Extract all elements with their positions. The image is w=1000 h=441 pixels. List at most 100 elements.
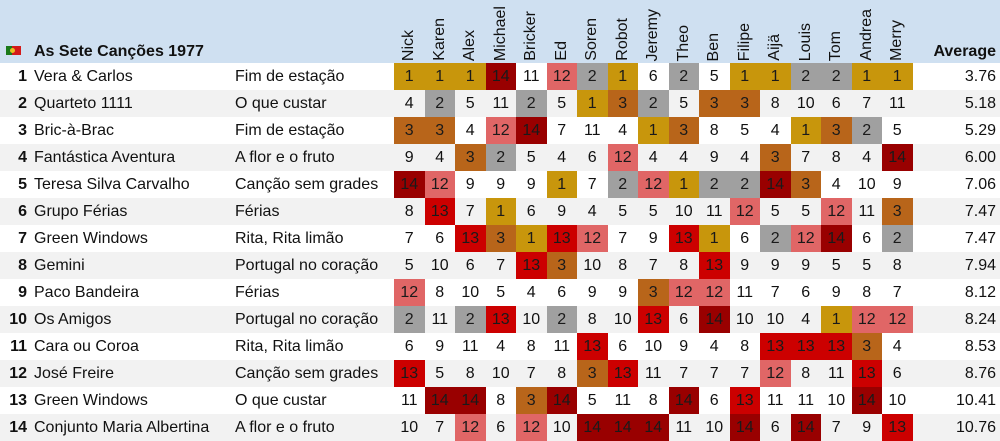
score-cell: 9 bbox=[892, 176, 902, 193]
average-score: 3.76 bbox=[964, 68, 996, 85]
average-score: 10.76 bbox=[955, 419, 996, 436]
score-cell: 13 bbox=[729, 387, 760, 414]
score-cell: 5 bbox=[404, 257, 414, 274]
score-cell: 1 bbox=[607, 63, 638, 90]
artist-name: Conjunto Maria Albertina bbox=[34, 419, 210, 436]
score-cell: 9 bbox=[618, 284, 628, 301]
score-cell: 6 bbox=[801, 284, 811, 301]
score-cell: 14 bbox=[638, 414, 669, 441]
score-cell: 8 bbox=[740, 338, 750, 355]
score-cell: 2 bbox=[546, 306, 577, 333]
score-cell: 14 bbox=[699, 306, 730, 333]
judge-name: Ben bbox=[705, 32, 723, 61]
score-cell: 8 bbox=[770, 95, 780, 112]
score-cell: 10 bbox=[430, 257, 449, 274]
score-cell: 3 bbox=[485, 225, 516, 252]
score-cell: 6 bbox=[404, 338, 414, 355]
score-cell: 14 bbox=[394, 171, 425, 198]
score-cell: 10 bbox=[522, 311, 541, 328]
score-cell: 13 bbox=[790, 333, 821, 360]
score-cell: 14 bbox=[882, 144, 913, 171]
judge-name: Louis bbox=[796, 22, 814, 61]
score-cell: 10 bbox=[491, 365, 510, 382]
score-cell: 8 bbox=[892, 257, 902, 274]
judge-header: Aijä bbox=[760, 0, 791, 61]
score-cell: 6 bbox=[557, 284, 567, 301]
table-row: 12 José Freire Canção sem grades 13 5 8 10 7 8 3 1… bbox=[0, 360, 1000, 387]
average-score: 5.29 bbox=[964, 122, 996, 139]
score-cell: 4 bbox=[618, 122, 628, 139]
score-cell: 14 bbox=[760, 171, 791, 198]
score-cell: 4 bbox=[862, 149, 872, 166]
score-cell: 4 bbox=[404, 95, 414, 112]
artist-name: Os Amigos bbox=[34, 311, 112, 328]
artist-name: Cara ou Coroa bbox=[34, 338, 139, 355]
score-cell: 4 bbox=[831, 176, 841, 193]
judge-name: Aijä bbox=[766, 34, 784, 61]
score-cell: 11 bbox=[522, 68, 540, 85]
score-cell: 11 bbox=[614, 392, 632, 409]
score-cell: 9 bbox=[557, 203, 567, 220]
score-cell: 4 bbox=[435, 149, 445, 166]
artist-name: José Freire bbox=[34, 365, 115, 382]
judge-header: Nick bbox=[394, 0, 425, 61]
score-cell: 2 bbox=[729, 171, 760, 198]
song-title: Portugal no coração bbox=[235, 311, 379, 328]
rank: 9 bbox=[18, 284, 27, 301]
table-header: As Sete Canções 1977 Nick Karen Alex Michae… bbox=[0, 0, 1000, 63]
score-cell: 6 bbox=[892, 365, 902, 382]
rank: 13 bbox=[9, 392, 27, 409]
score-cell: 11 bbox=[858, 203, 876, 220]
score-cell: 9 bbox=[740, 257, 750, 274]
score-cell: 13 bbox=[699, 252, 730, 279]
score-cell: 3 bbox=[638, 279, 669, 306]
score-cell: 13 bbox=[638, 306, 669, 333]
average-header: Average bbox=[933, 43, 996, 60]
score-cell: 13 bbox=[882, 414, 913, 441]
judge-header: Jeremy bbox=[638, 0, 669, 61]
score-cell: 2 bbox=[699, 171, 730, 198]
score-cell: 14 bbox=[607, 414, 638, 441]
score-cell: 2 bbox=[882, 225, 913, 252]
score-cell: 10 bbox=[583, 257, 602, 274]
score-cell: 13 bbox=[760, 333, 791, 360]
score-cell: 12 bbox=[851, 306, 882, 333]
score-cell: 6 bbox=[770, 419, 780, 436]
judge-header: Tom bbox=[821, 0, 852, 61]
judge-header: Soren bbox=[577, 0, 608, 61]
table-row: 9 Paco Bandeira Férias 12 8 10 5 4 6 9 9 3 12 12 11 7 6 9… bbox=[0, 279, 1000, 306]
score-cell: 6 bbox=[465, 257, 475, 274]
score-cell: 3 bbox=[577, 360, 608, 387]
score-cell: 9 bbox=[496, 176, 506, 193]
table-row: 6 Grupo Férias Férias 8 13 7 1 6 9 4 5 5 10 11 12 5 5 12 1… bbox=[0, 198, 1000, 225]
song-title: A flor e o fruto bbox=[235, 419, 335, 436]
judge-name: Theo bbox=[674, 24, 692, 61]
score-cell: 8 bbox=[587, 311, 597, 328]
average-score: 10.41 bbox=[955, 392, 996, 409]
score-cell: 5 bbox=[557, 95, 567, 112]
score-cell: 1 bbox=[851, 63, 882, 90]
score-cell: 4 bbox=[496, 338, 506, 355]
score-cell: 4 bbox=[648, 149, 658, 166]
table-row: 5 Teresa Silva Carvalho Canção sem grades 1… bbox=[0, 171, 1000, 198]
score-cell: 11 bbox=[400, 392, 418, 409]
score-cell: 1 bbox=[821, 306, 852, 333]
score-cell: 1 bbox=[882, 63, 913, 90]
score-cell: 5 bbox=[770, 203, 780, 220]
score-cell: 13 bbox=[394, 360, 425, 387]
score-cell: 7 bbox=[648, 257, 658, 274]
average-score: 7.06 bbox=[964, 176, 996, 193]
score-cell: 7 bbox=[831, 419, 841, 436]
score-cell: 6 bbox=[709, 392, 719, 409]
rank: 3 bbox=[18, 122, 27, 139]
judge-name: Nick bbox=[400, 29, 418, 61]
score-cell: 9 bbox=[679, 338, 689, 355]
judge-header: Alex bbox=[455, 0, 486, 61]
score-cell: 5 bbox=[648, 203, 658, 220]
score-cell: 13 bbox=[668, 225, 699, 252]
score-cell: 3 bbox=[851, 333, 882, 360]
score-cell: 1 bbox=[790, 117, 821, 144]
score-cell: 11 bbox=[705, 203, 723, 220]
score-cell: 1 bbox=[546, 171, 577, 198]
